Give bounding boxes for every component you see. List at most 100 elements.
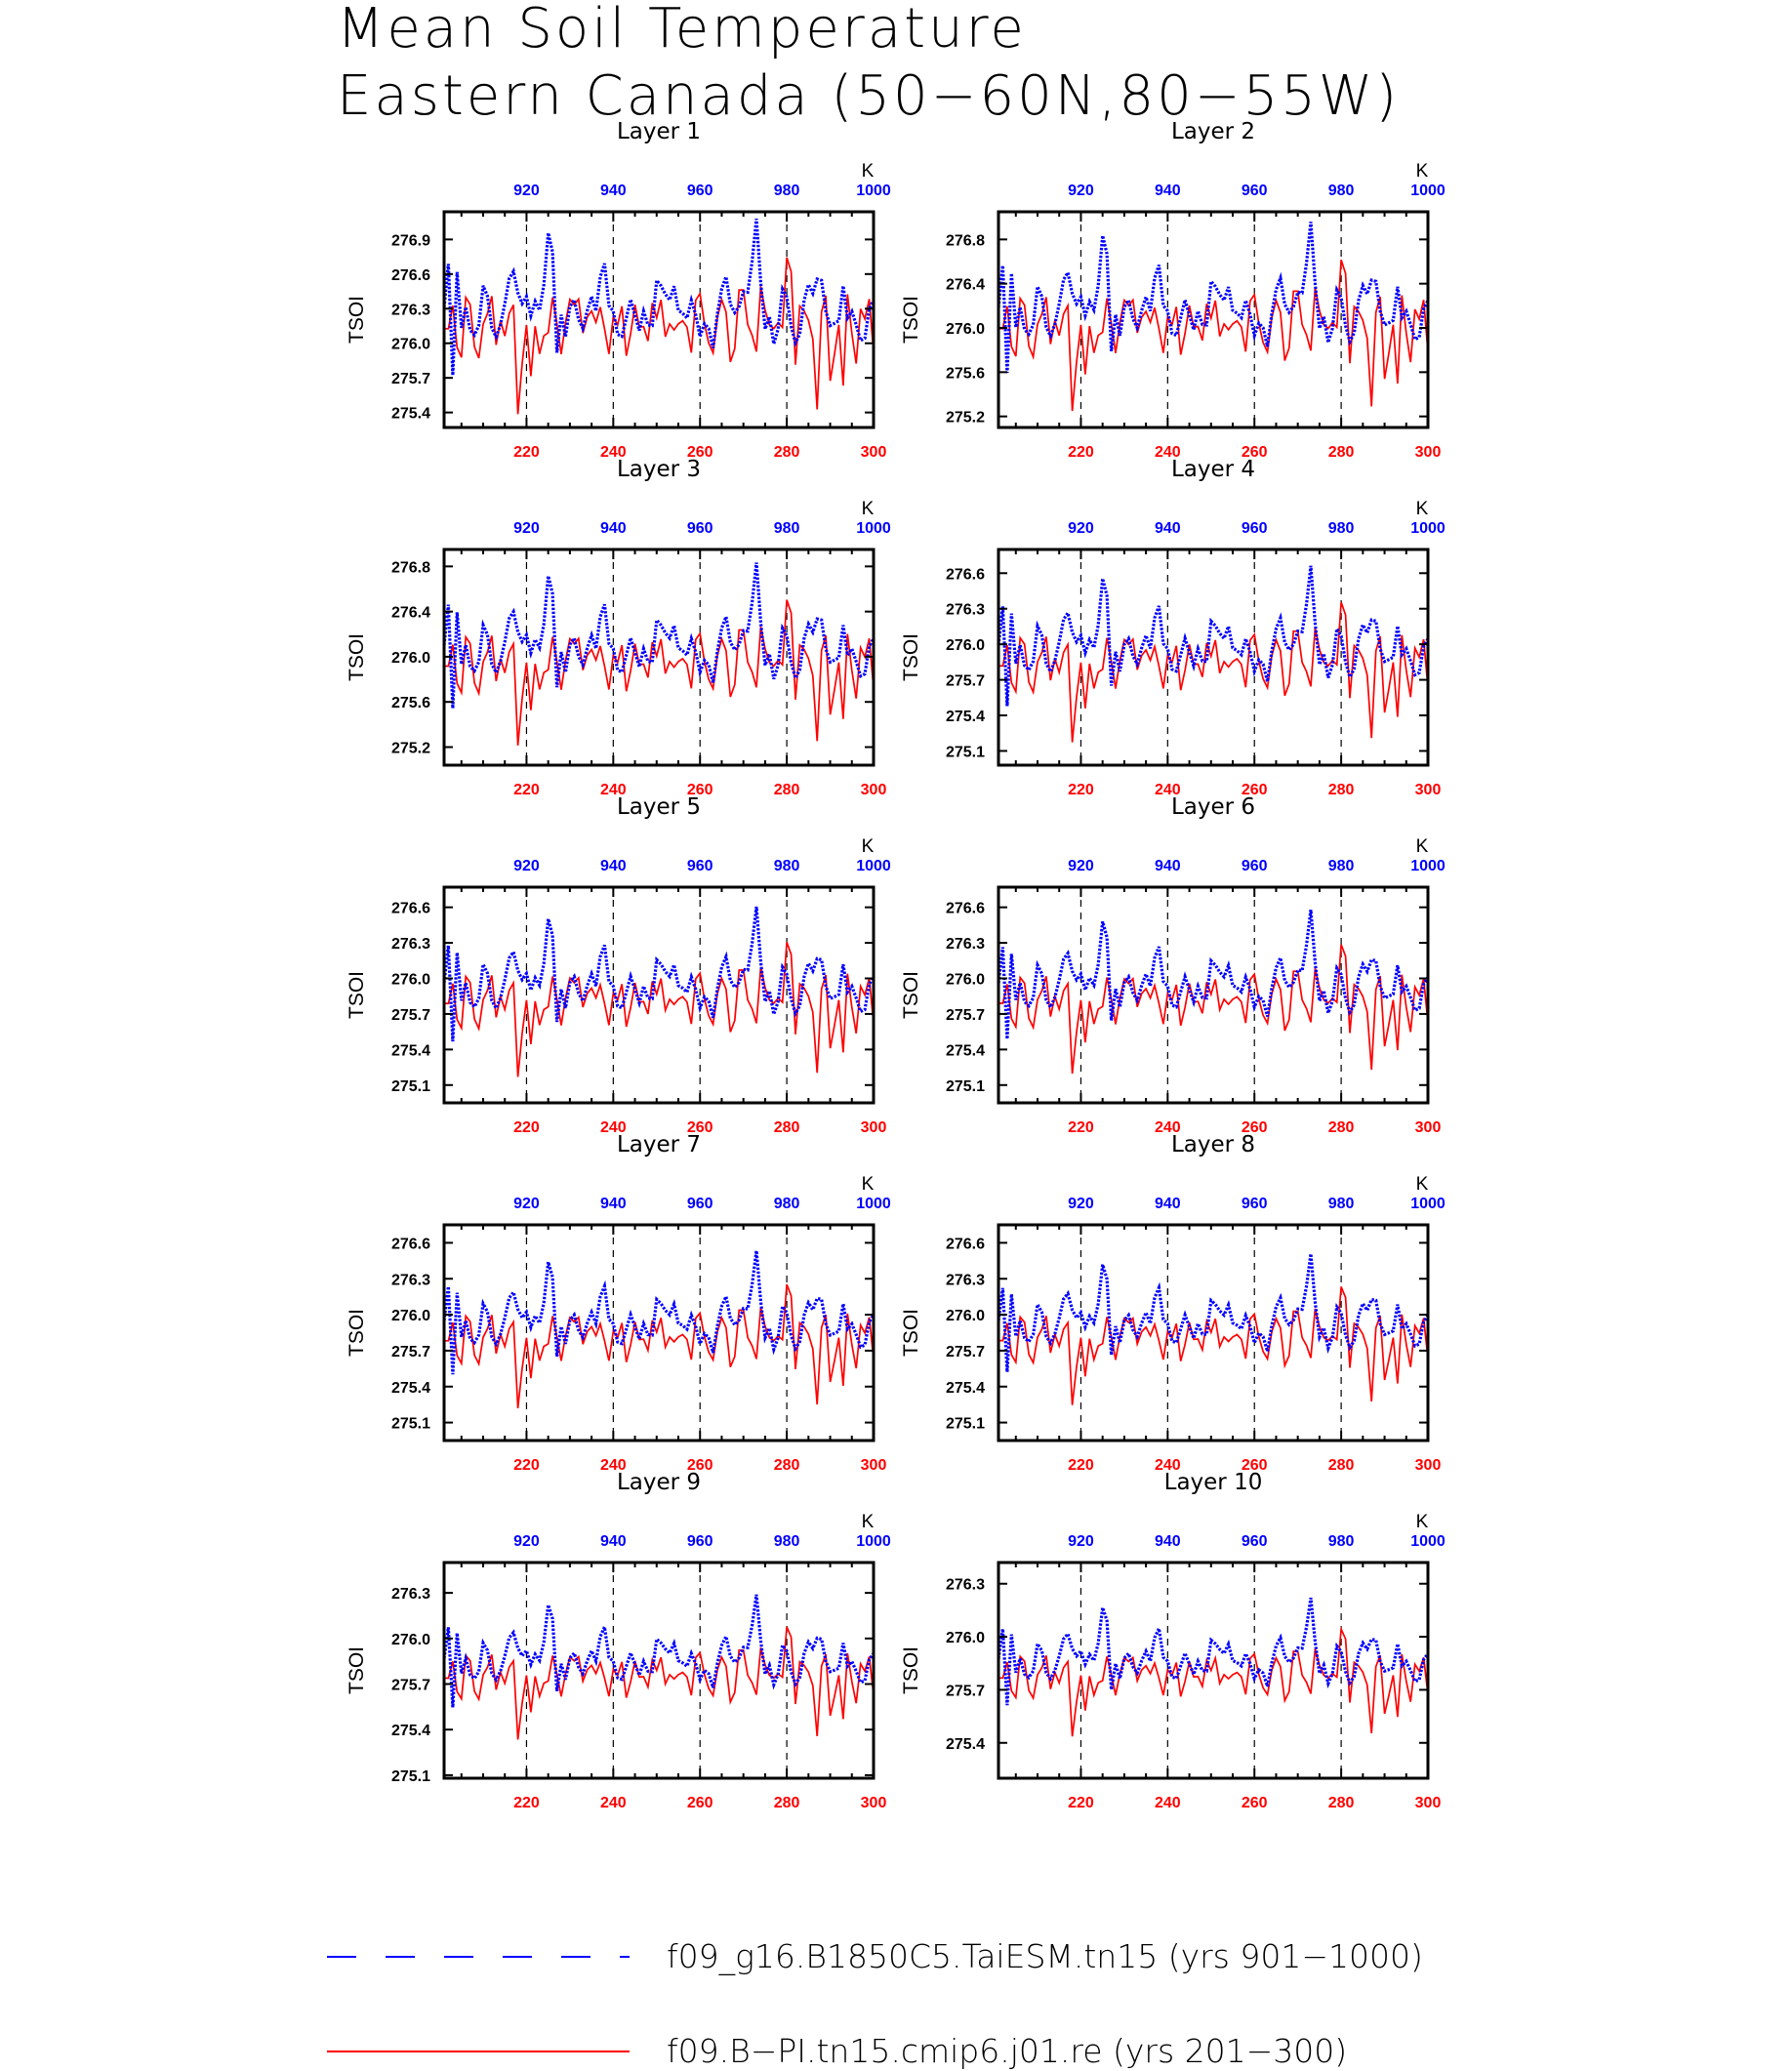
- panel-layer-1: Layer 1 275.4 275.7 276.0 276.3 276.6 276.9 220…: [346, 119, 891, 461]
- xtick-label-bottom: 280: [1328, 782, 1355, 798]
- xtick-label-bottom: 240: [600, 1795, 627, 1811]
- xtick-label-bottom: 240: [1155, 1457, 1181, 1474]
- xtick-label-bottom: 260: [1242, 444, 1268, 461]
- series-line-blue: [442, 562, 876, 709]
- panel-layer-2: Layer 2 275.2 275.6 276.0 276.4 276.8 220 240 26…: [900, 119, 1446, 461]
- xtick-label-bottom: 240: [1155, 1795, 1181, 1811]
- series-line-blue: [997, 1253, 1430, 1372]
- series-line-blue: [997, 910, 1430, 1039]
- series-line-blue: [997, 565, 1430, 707]
- xtick-label-top: 940: [600, 183, 627, 199]
- xtick-label-top: 980: [1328, 183, 1355, 199]
- xtick-label-bottom: 300: [861, 444, 887, 461]
- xtick-label-top: 920: [1068, 1533, 1094, 1550]
- ytick-label: 276.3: [946, 936, 985, 953]
- ytick-label: 276.3: [391, 1272, 430, 1288]
- ytick-label: 276.6: [946, 566, 985, 583]
- ytick-label: 275.1: [391, 1078, 430, 1095]
- top-axis-unit: K: [862, 499, 875, 519]
- xtick-label-bottom: 260: [687, 1795, 713, 1811]
- plot-frame: [442, 1223, 876, 1442]
- panel-title: Layer 1: [617, 119, 701, 144]
- panel-title: Layer 7: [617, 1132, 701, 1157]
- xtick-label-bottom: 280: [774, 782, 800, 798]
- xtick-label-bottom: 280: [1328, 1119, 1355, 1136]
- xtick-label-bottom: 300: [1415, 1457, 1442, 1474]
- xtick-label-bottom: 220: [1068, 1457, 1094, 1474]
- ytick-label: 275.1: [391, 1416, 430, 1433]
- ytick-label: 275.7: [391, 1344, 430, 1360]
- xtick-label-top: 940: [600, 1533, 627, 1550]
- xtick-label-bottom: 280: [1328, 1795, 1355, 1811]
- xtick-label-bottom: 240: [1155, 444, 1181, 461]
- xtick-label-bottom: 240: [1155, 782, 1181, 798]
- xtick-label-bottom: 300: [1415, 444, 1442, 461]
- top-axis-unit: K: [1416, 499, 1429, 519]
- xtick-label-bottom: 220: [513, 1119, 540, 1136]
- series-line-blue: [997, 222, 1430, 374]
- top-axis-unit: K: [1416, 161, 1429, 182]
- ytick-label: 276.0: [391, 650, 430, 667]
- ytick-label: 276.9: [391, 232, 430, 249]
- series-line-red: [443, 1626, 875, 1740]
- xtick-label-top: 920: [1068, 858, 1094, 874]
- ytick-label: 275.1: [946, 1416, 985, 1433]
- ytick-label: 275.7: [391, 371, 430, 387]
- xtick-label-bottom: 220: [1068, 1119, 1094, 1136]
- series-line-red: [444, 599, 875, 746]
- xtick-label-top: 940: [600, 1196, 627, 1212]
- xtick-label-bottom: 300: [861, 1457, 887, 1474]
- ytick-label: 276.4: [391, 605, 430, 622]
- panel-layer-10: Layer 10 275.4 275.7 276.0 276.3 220 240 260 280…: [900, 1470, 1446, 1811]
- plot-frame: [997, 885, 1430, 1105]
- ytick-label: 276.6: [391, 901, 430, 917]
- xtick-label-bottom: 280: [1328, 1457, 1355, 1474]
- panel-layer-5: Layer 5 275.1 275.4 275.7 276.0 276.3 276.6 220…: [346, 794, 891, 1136]
- ytick-label: 276.0: [391, 337, 430, 353]
- ytick-label: 276.6: [391, 267, 430, 284]
- ytick-label: 276.3: [946, 1577, 985, 1594]
- figure-title-line-1: Mean Soil Temperature: [337, 0, 1027, 61]
- ytick-label: 276.8: [391, 559, 430, 576]
- xtick-label-top: 920: [513, 858, 540, 874]
- y-axis-label: TSOI: [346, 296, 368, 344]
- panel-title: Layer 3: [617, 457, 701, 482]
- ytick-label: 276.0: [946, 1308, 985, 1324]
- y-axis-label: TSOI: [346, 971, 368, 1019]
- top-axis-unit: K: [862, 1174, 875, 1195]
- ytick-label: 276.6: [946, 1236, 985, 1252]
- plot-frame: [442, 210, 876, 429]
- xtick-label-top: 920: [1068, 1196, 1094, 1212]
- xtick-label-top: 1000: [1410, 858, 1446, 874]
- xtick-label-bottom: 300: [1415, 782, 1442, 798]
- series-line-red: [444, 1283, 875, 1408]
- y-axis-label: TSOI: [346, 1646, 368, 1694]
- y-axis-label: TSOI: [900, 971, 922, 1019]
- xtick-label-top: 940: [600, 858, 627, 874]
- xtick-label-bottom: 280: [774, 1457, 800, 1474]
- y-axis-label: TSOI: [346, 1309, 368, 1357]
- xtick-label-top: 960: [1242, 520, 1268, 537]
- xtick-label-bottom: 220: [513, 1795, 540, 1811]
- ytick-label: 276.4: [946, 277, 985, 294]
- ytick-label: 276.0: [391, 1308, 430, 1324]
- ytick-label: 276.6: [946, 901, 985, 917]
- xtick-label-top: 1000: [1410, 520, 1446, 537]
- ytick-label: 275.4: [391, 1380, 430, 1397]
- legend-label-series-2: f09.B−PI.tn15.cmip6.j01.re (yrs 201−300): [667, 2032, 1347, 2070]
- xtick-label-top: 980: [774, 183, 800, 199]
- panel-layer-3: Layer 3 275.2 275.6 276.0 276.4 276.8 220 240 26…: [346, 457, 891, 798]
- xtick-label-top: 920: [1068, 183, 1094, 199]
- xtick-label-bottom: 300: [861, 782, 887, 798]
- xtick-label-bottom: 280: [774, 1795, 800, 1811]
- xtick-label-bottom: 220: [513, 444, 540, 461]
- ytick-label: 275.4: [391, 1723, 430, 1739]
- top-axis-unit: K: [862, 1512, 875, 1532]
- series-line-red: [998, 601, 1429, 743]
- xtick-label-top: 960: [1242, 183, 1268, 199]
- ytick-label: 276.0: [946, 321, 985, 338]
- xtick-label-bottom: 300: [1415, 1795, 1442, 1811]
- series-line-blue: [442, 1250, 876, 1375]
- figure-title-line-2: Eastern Canada (50−60N,80−55W): [337, 64, 1400, 128]
